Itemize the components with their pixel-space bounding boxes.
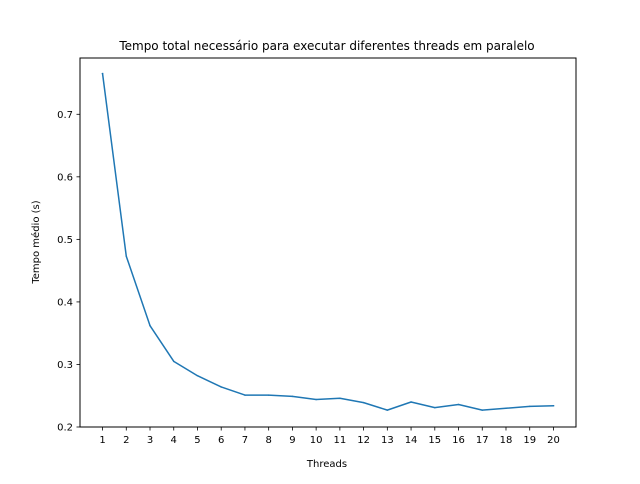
x-tick-label: 19: [523, 435, 536, 446]
data-point: [434, 406, 436, 409]
series-layer: [101, 72, 555, 411]
y-axis-label: Tempo médio (s): [30, 200, 42, 284]
x-tick-label: 11: [333, 435, 346, 446]
x-tick-label: 15: [428, 435, 441, 446]
x-tick-label: 6: [218, 435, 224, 446]
x-tick-label: 8: [265, 435, 271, 446]
y-tick-label: 0.6: [57, 172, 73, 183]
data-point: [291, 395, 294, 398]
y-tick-label: 0.4: [57, 298, 73, 309]
data-point: [315, 398, 317, 401]
y-tick-label: 0.5: [57, 235, 73, 246]
data-point: [386, 409, 389, 411]
data-point: [267, 394, 270, 396]
x-tick-label: 10: [310, 435, 323, 446]
x-tick-label: 2: [123, 435, 129, 446]
data-point: [196, 374, 199, 377]
data-point: [528, 405, 531, 408]
data-point: [552, 404, 555, 407]
data-point: [172, 360, 175, 363]
x-tick-label: 18: [500, 435, 513, 446]
y-tick-label: 0.2: [57, 423, 73, 434]
data-point: [362, 401, 365, 404]
data-point: [481, 409, 484, 411]
data-point: [125, 255, 128, 258]
data-point: [410, 401, 412, 403]
x-tick-label: 4: [171, 435, 177, 446]
y-tick-label: 0.7: [57, 110, 73, 121]
x-tick-label: 7: [242, 435, 248, 446]
data-point: [220, 386, 222, 388]
x-tick-label: 12: [357, 435, 370, 446]
data-point: [149, 324, 151, 327]
plot-area-frame: [79, 57, 577, 428]
x-tick-label: 17: [476, 435, 489, 446]
data-point: [339, 397, 341, 399]
series-line-0: [101, 72, 555, 411]
x-tick-label: 14: [405, 435, 418, 446]
y-tick-label: 0.3: [57, 360, 73, 371]
x-tick-label: 3: [147, 435, 153, 446]
x-tick-label: 16: [452, 435, 465, 446]
x-tick-label: 20: [547, 435, 560, 446]
x-tick-label: 1: [99, 435, 105, 446]
data-point: [505, 407, 507, 409]
x-tick-label: 5: [194, 435, 200, 446]
data-point: [457, 403, 460, 406]
x-tick-label: 13: [381, 435, 394, 446]
x-tick-label: 9: [289, 435, 295, 446]
axes: 1 2 3 4 5 6 7 8 9 10 11 12 13 14 15 16 17 18 19 200.20.30.4…: [57, 110, 560, 446]
chart-title: Tempo total necessário para executar dif…: [118, 39, 534, 53]
data-point: [101, 72, 104, 75]
data-point: [244, 394, 246, 396]
x-axis-label: Threads: [306, 459, 347, 470]
